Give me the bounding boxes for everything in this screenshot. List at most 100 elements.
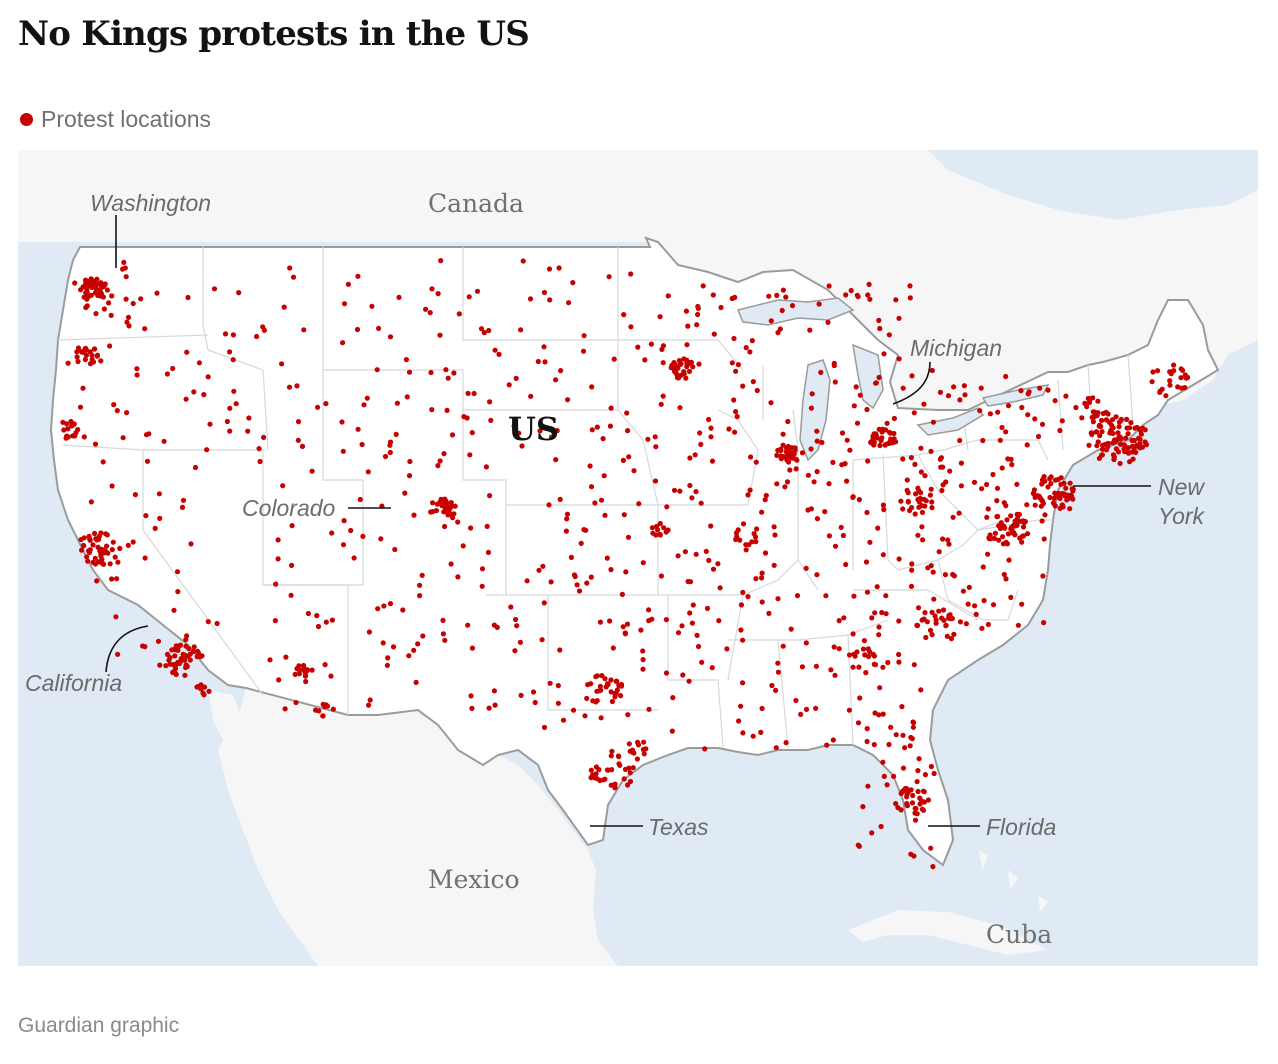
protest-location-dot	[990, 602, 997, 608]
protest-location-dot	[1067, 480, 1073, 486]
protest-location-dot	[854, 420, 861, 426]
protest-location-dot	[813, 663, 820, 669]
protest-location-dot	[72, 280, 78, 286]
protest-location-dot	[541, 344, 547, 350]
protest-location-dot	[64, 421, 70, 427]
protest-location-dot	[556, 265, 562, 271]
protest-location-dot	[740, 521, 747, 527]
protest-location-dot	[359, 441, 365, 448]
protest-location-dot	[1001, 571, 1007, 578]
protest-location-dot	[1125, 431, 1131, 437]
protest-location-dot	[330, 706, 336, 712]
protest-location-dot	[808, 405, 815, 411]
protest-location-dot	[329, 617, 335, 623]
protest-location-dot	[782, 484, 788, 490]
protest-location-dot	[1178, 366, 1184, 372]
protest-location-dot	[455, 519, 461, 525]
protest-location-dot	[1040, 573, 1046, 579]
protest-location-dot	[877, 325, 883, 332]
protest-location-dot	[1005, 456, 1011, 462]
protest-location-dot	[905, 498, 911, 504]
protest-location-dot	[918, 687, 924, 693]
protest-location-dot	[387, 601, 394, 607]
protest-location-dot	[785, 418, 791, 425]
protest-location-dot	[960, 588, 967, 594]
protest-location-dot	[900, 788, 906, 794]
protest-location-dot	[692, 452, 698, 458]
protest-location-dot	[77, 404, 84, 410]
colorado-label: Colorado	[242, 495, 336, 521]
protest-location-dot	[915, 622, 921, 629]
protest-location-dot	[884, 420, 890, 426]
protest-location-dot	[547, 680, 553, 686]
protest-location-dot	[783, 740, 789, 746]
protest-location-dot	[1024, 502, 1030, 508]
protest-location-dot	[920, 537, 926, 543]
protest-location-dot	[929, 499, 935, 505]
protest-location-dot	[698, 500, 704, 506]
protest-location-dot	[726, 426, 732, 432]
protest-location-dot	[1003, 373, 1009, 380]
protest-location-dot	[134, 366, 140, 372]
protest-location-dot	[105, 550, 111, 556]
protest-location-dot	[625, 428, 631, 434]
protest-location-dot	[1134, 442, 1140, 448]
protest-location-dot	[1042, 512, 1048, 518]
source-credit: Guardian graphic	[18, 1014, 180, 1037]
protest-location-dot	[904, 477, 910, 483]
protest-location-dot	[899, 704, 905, 710]
protest-location-dot	[115, 559, 121, 565]
protest-location-dot	[191, 389, 197, 395]
protest-location-dot	[615, 753, 622, 759]
protest-location-dot	[1095, 398, 1101, 404]
protest-location-dot	[928, 845, 934, 851]
protest-location-dot	[85, 558, 91, 564]
protest-location-dot	[469, 430, 475, 436]
protest-location-dot	[1082, 400, 1088, 406]
protest-location-dot	[574, 582, 580, 588]
protest-location-dot	[937, 389, 944, 395]
protest-location-dot	[87, 547, 93, 553]
protest-location-dot	[875, 525, 881, 531]
protest-location-dot	[1090, 395, 1096, 401]
protest-location-dot	[188, 541, 194, 547]
protest-location-dot	[396, 294, 402, 300]
protest-location-dot	[753, 576, 759, 582]
protest-location-dot	[886, 332, 892, 338]
protest-location-dot	[941, 617, 947, 623]
protest-location-dot	[581, 333, 587, 339]
protest-location-dot	[267, 657, 273, 663]
protest-location-dot	[628, 271, 634, 277]
protest-location-dot	[442, 637, 448, 643]
protest-location-dot	[971, 479, 978, 485]
protest-location-dot	[624, 621, 631, 627]
protest-location-dot	[445, 512, 451, 518]
protest-location-dot	[97, 287, 103, 293]
protest-location-dot	[435, 291, 441, 297]
protest-location-dot	[403, 357, 409, 363]
protest-location-dot	[694, 322, 700, 328]
protest-location-dot	[908, 583, 915, 589]
protest-location-dot	[558, 368, 564, 374]
protest-location-dot	[710, 292, 716, 298]
protest-location-dot	[282, 706, 288, 712]
protest-location-dot	[850, 494, 856, 500]
protest-location-dot	[992, 530, 999, 536]
protest-location-dot	[908, 734, 914, 741]
protest-location-dot	[387, 334, 394, 340]
protest-location-dot	[1031, 491, 1037, 497]
protest-location-dot	[406, 653, 412, 659]
protest-location-dot	[584, 580, 590, 586]
protest-location-dot	[554, 428, 560, 434]
protest-location-dot	[611, 356, 617, 362]
protest-location-dot	[731, 397, 737, 403]
protest-location-dot	[622, 630, 628, 636]
protest-location-dot	[126, 323, 132, 329]
protest-location-dot	[211, 286, 218, 292]
protest-location-dot	[915, 485, 921, 491]
protest-location-dot	[732, 429, 738, 435]
protest-location-dot	[1014, 481, 1020, 487]
protest-location-dot	[681, 371, 687, 377]
protest-location-dot	[661, 525, 667, 531]
protest-location-dot	[157, 515, 163, 521]
